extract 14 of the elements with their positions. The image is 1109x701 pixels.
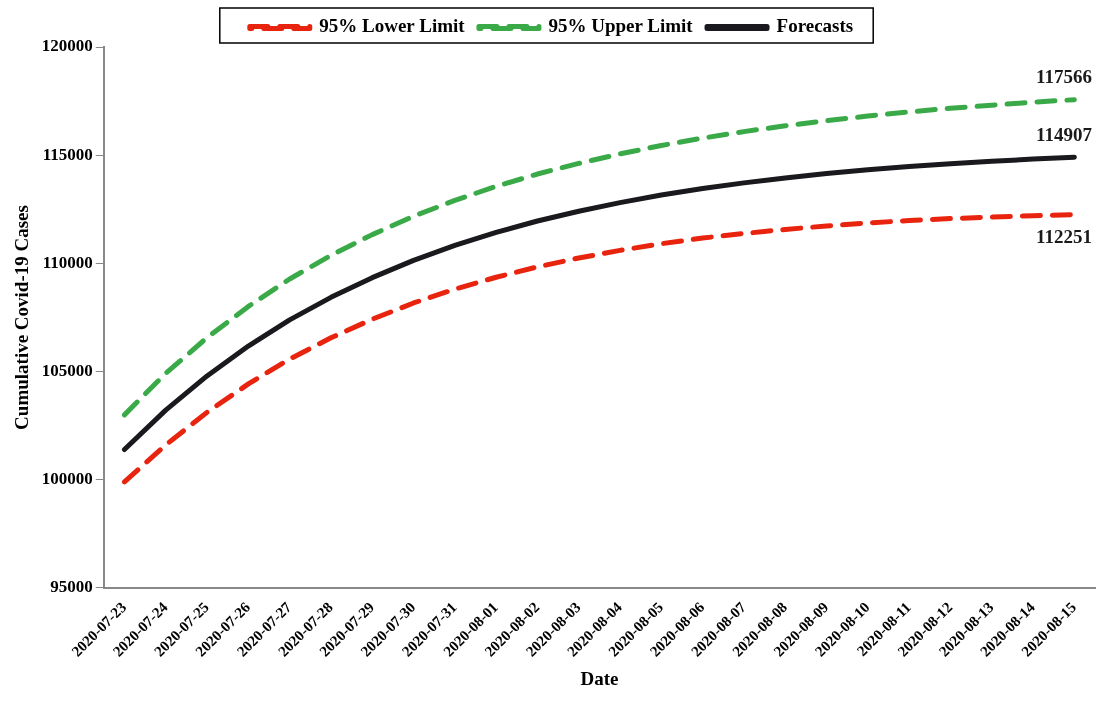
legend-label: 95% Upper Limit: [548, 15, 694, 37]
y-tick-label: 105000: [41, 360, 93, 380]
legend-label: 95% Lower Limit: [319, 15, 466, 37]
y-tick-label: 100000: [41, 469, 93, 489]
y-tick-label: 110000: [42, 252, 93, 272]
data-label: 117566: [1036, 66, 1092, 88]
y-tick-label: 95000: [50, 577, 93, 597]
y-tick-label: 120000: [41, 36, 93, 56]
data-label: 114907: [1036, 123, 1093, 145]
y-tick-label: 115000: [42, 144, 93, 164]
y-axis-title: Cumulative Covid-19 Cases: [11, 205, 33, 430]
data-label: 112251: [1036, 226, 1092, 248]
x-axis-title: Date: [580, 667, 619, 689]
legend-label: Forecasts: [776, 15, 854, 37]
